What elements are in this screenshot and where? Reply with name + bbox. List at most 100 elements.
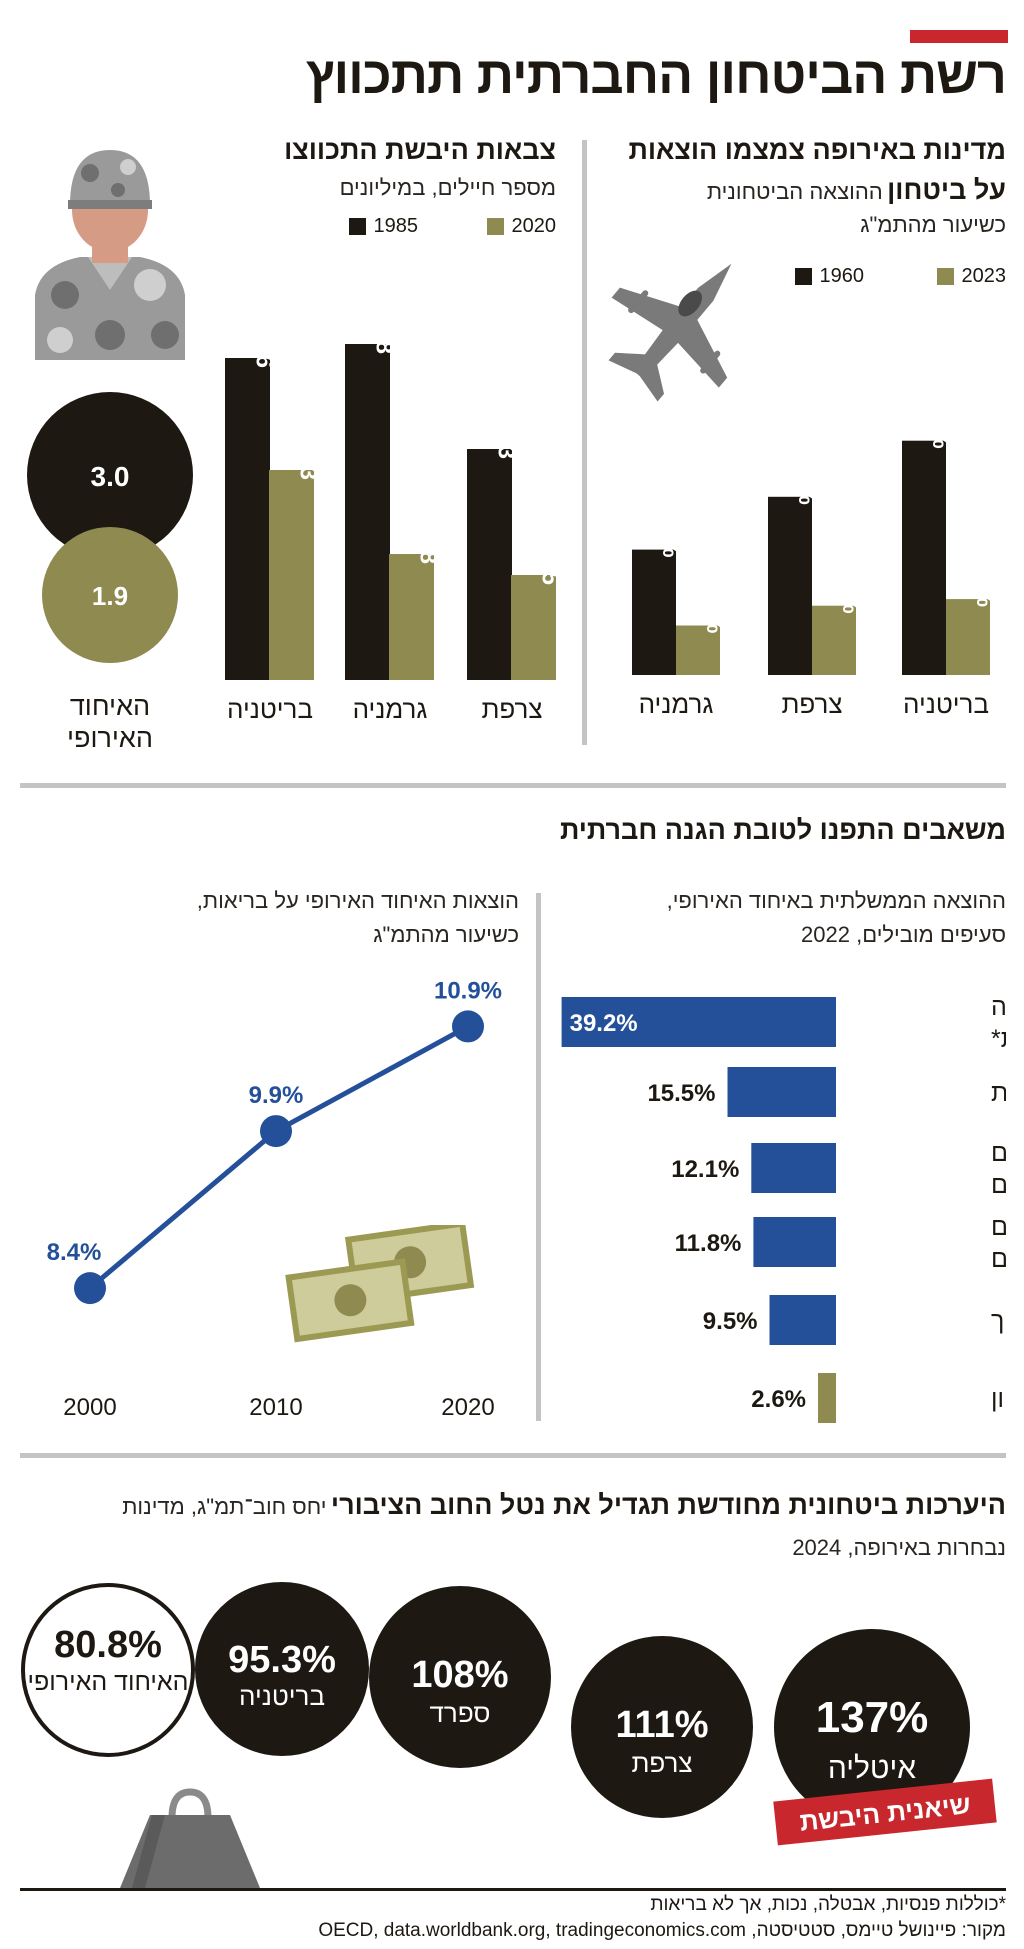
legend-1985-label: 1985 (373, 215, 419, 237)
debt-circle-eu (21, 1583, 195, 1757)
eu-2020-circle (42, 527, 178, 663)
money-bills-icon (285, 1225, 475, 1343)
source-note: מקור: פיינושל טיימס, סטטיסטה, OECD, data… (318, 1920, 1006, 1941)
divider-1 (20, 783, 1006, 788)
defense-subtitle-a: ההוצאה הביטחונית (706, 179, 883, 204)
gov-bar-2 (751, 1143, 836, 1193)
legend-2023: 2023 (936, 265, 1007, 288)
legend-1960: 1960 (794, 265, 865, 288)
legend-2020: 2020 (486, 215, 557, 238)
divider-vertical-top (582, 140, 587, 745)
gov-subtitle-line1: ההוצאה הממשלתית באיחוד האירופי, (666, 888, 1006, 913)
debt-value-france: 111% (616, 1704, 709, 1746)
eu-2020-value: 1.9 (92, 581, 128, 611)
debt-label-france: צרפת (631, 1748, 692, 1778)
debt-label-spain: ספרד (430, 1698, 491, 1728)
defense-title-line2: על ביטחון ההוצאה הביטחונית (707, 175, 1006, 206)
footer-divider (20, 1888, 1006, 1891)
defense-category-0: בריטניה (903, 689, 989, 719)
army-bar-label-1985-1: 0.48 (371, 307, 398, 354)
debt-circle-spain (369, 1586, 551, 1768)
gov-category-3: נושאיםכלכליים (991, 1213, 1006, 1273)
gov-category-4: חינוך (991, 1307, 1006, 1335)
health-line: 8.4% 2000 9.9% 2010 10.9% 2020 (47, 977, 502, 1421)
army-bar-2020-0 (511, 575, 556, 680)
legend-2023-label: 2023 (961, 265, 1007, 287)
gov-bar-value-2: 12.1% (671, 1156, 739, 1183)
army-bar-label-2020-0: 0.15 (537, 538, 564, 585)
debt-value-uk: 95.3% (228, 1639, 336, 1681)
health-subtitle-line1: הוצאות האיחוד האירופי על בריאות, (196, 888, 519, 913)
gov-bar-5 (818, 1373, 836, 1423)
debt-circles: 137% איטליה 111% צרפת 108% ספרד 95.3% בר… (21, 1582, 997, 1846)
armies-subtitle: מספר חיילים, במיליונים (339, 175, 556, 200)
defense-bar-label-1960-0: 7.1% (927, 394, 954, 449)
defense-bar-chart: 7.1% 2.3% בריטניה 5.4% 2.1% צרפת 3.8% 1.5% גרמני… (632, 394, 998, 719)
gov-bar-value-3: 11.8% (675, 1230, 742, 1257)
debt-title: היערכות ביטחונית מחודשת תגדיל את נטל החו… (122, 1490, 1006, 1521)
fighter-jet-icon (608, 263, 732, 402)
defense-bars: 7.1% 2.3% בריטניה 5.4% 2.1% צרפת 3.8% 1.5% גרמני… (632, 394, 998, 719)
eu-army-label: האיחוד האירופי (30, 690, 190, 754)
defense-bar-label-2023-2: 1.5% (701, 579, 728, 634)
health-value-1: 9.9% (249, 1082, 304, 1109)
army-bars: 0.33 0.15 צרפת 0.48 0.18 גרמניה 0.46 0.3 בריטניה (225, 307, 564, 724)
health-line-chart: 8.4% 2000 9.9% 2010 10.9% 2020 (47, 977, 502, 1421)
legend-2020-label: 2020 (511, 215, 557, 237)
gov-category-5: ביטחון (991, 1385, 1006, 1413)
eu-1985-value: 3.0 (91, 461, 130, 492)
health-subtitle-line2: כשיעור מהתמ"ג (373, 922, 519, 947)
health-year-0: 2000 (63, 1394, 116, 1421)
gov-bar-value-1: 15.5% (647, 1080, 715, 1107)
health-year-2: 2020 (441, 1394, 494, 1421)
legend-1960-label: 1960 (819, 265, 865, 287)
army-bar-1985-2 (225, 358, 270, 680)
eu-army-label-line2: האירופי (67, 723, 153, 753)
defense-bar-2023-2 (676, 625, 720, 675)
divider-vertical-mid (536, 893, 541, 1421)
defense-category-2: גרמניה (639, 689, 714, 719)
health-point-1 (260, 1115, 292, 1148)
debt-circle-italy (774, 1629, 970, 1825)
legend-1985: 1985 (348, 215, 419, 238)
divider-2 (20, 1453, 1006, 1458)
armies-title: צבאות היבשת התכווצו (284, 135, 556, 165)
debt-label-eu: האיחוד האירופי (28, 1668, 189, 1696)
defense-bar-2023-0 (946, 599, 990, 675)
army-category-0: צרפת (481, 694, 542, 724)
gov-bar-3 (753, 1217, 836, 1267)
accent-bar (910, 30, 1008, 43)
gov-bar-value-4: 9.5% (703, 1308, 758, 1335)
debt-circle-uk (195, 1582, 369, 1756)
debt-title-bold: היערכות ביטחונית מחודשת תגדיל את נטל החו… (330, 1490, 1006, 1520)
defense-bar-2023-1 (812, 605, 856, 675)
eu-army-label-line1: האיחוד (69, 691, 151, 721)
legend-1985-swatch (348, 218, 366, 235)
army-bar-2020-2 (269, 470, 314, 680)
defense-bar-label-2023-0: 2.3% (971, 552, 998, 607)
social-title: משאבים התפנו לטובת הגנה חברתית (559, 815, 1006, 845)
army-bar-label-1985-2: 0.46 (251, 321, 278, 368)
debt-subtitle: נבחרות באירופה, 2024 (792, 1535, 1006, 1560)
defense-bar-label-2023-1: 2.1% (837, 559, 864, 614)
defense-title: מדינות באירופה צמצמו הוצאות (628, 135, 1006, 165)
gov-category-2: שירותיםציבוריים (991, 1139, 1006, 1199)
army-category-2: בריטניה (227, 694, 313, 724)
health-point-0 (74, 1272, 106, 1305)
army-bar-1985-0 (467, 449, 512, 680)
gov-subtitle-line2: סעיפים מובילים, 2022 (801, 922, 1006, 947)
eu-1985-circle (27, 392, 193, 558)
gov-bar-0 (561, 997, 836, 1047)
army-bar-1985-1 (345, 344, 390, 680)
defense-subtitle: כשיעור מהתמ"ג (860, 212, 1006, 237)
legend-2020-swatch (486, 218, 504, 235)
gov-bar-4 (769, 1295, 836, 1345)
debt-value-eu: 80.8% (54, 1624, 162, 1666)
gov-bar-1 (727, 1067, 836, 1117)
army-bar-label-2020-1: 0.18 (415, 517, 442, 564)
debt-value-italy: 137% (816, 1693, 929, 1742)
record-badge-bg (773, 1778, 997, 1846)
gov-bar-value-0: 39.2% (570, 1010, 638, 1037)
